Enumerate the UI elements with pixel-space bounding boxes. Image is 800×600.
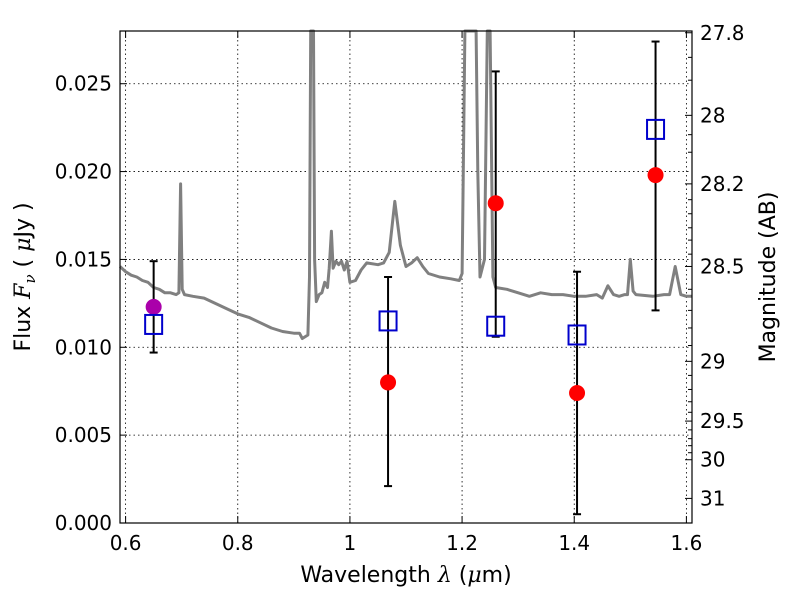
x-axis-ticks: 0.6 0.8 1 1.2 1.4 1.6: [110, 31, 702, 555]
model-point: [144, 313, 164, 335]
y-tick-label: 0.000: [55, 511, 112, 535]
model-point: [646, 118, 666, 140]
y-axis-label-subscript: ν: [21, 274, 39, 283]
y-tick-label: 0.020: [55, 160, 112, 184]
x-axis-label: Wavelength λ (μm): [300, 563, 511, 588]
x-tick-label: 0.8: [222, 531, 254, 555]
observed-points: [145, 167, 664, 401]
model-point: [378, 310, 398, 332]
y2-tick-label: 28: [700, 103, 725, 127]
x-tick-label: 1.4: [558, 531, 590, 555]
observed-point: [380, 374, 397, 391]
model-point: [486, 315, 506, 337]
x-axis-label-units: (: [452, 563, 468, 588]
model-spectrum-line: [118, 29, 692, 340]
y-axis-label-units: (: [11, 252, 36, 275]
observed-point: [487, 195, 504, 212]
y-axis-label-symbol: F: [11, 283, 36, 300]
model-point: [567, 324, 587, 346]
y2-tick-label: 28.2: [700, 172, 745, 196]
plot-background: [120, 31, 692, 523]
y-axis-label-unit-tail: Jy ): [11, 202, 36, 239]
y2-tick-label: 27.8: [700, 21, 745, 45]
observed-point: [145, 298, 162, 315]
y2-tick-label: 29.5: [700, 409, 745, 433]
x-tick-label: 1.2: [446, 531, 478, 555]
y-tick-label: 0.015: [55, 247, 112, 271]
secondary-y-axis-ticks: 27.8 28 28.2 28.5 29 29.5 30 31: [685, 21, 745, 510]
y2-tick-label: 29: [700, 349, 725, 373]
x-tick-label: 1.6: [670, 531, 702, 555]
grid-lines: [120, 31, 692, 523]
x-tick-label: 0.6: [110, 531, 142, 555]
observed-point: [647, 167, 664, 184]
y-tick-label: 0.010: [55, 335, 112, 359]
x-axis-label-mu: μ: [467, 563, 481, 588]
model-points: [144, 118, 666, 346]
x-axis-label-symbol: λ: [437, 563, 452, 588]
x-axis-label-unit-tail: m): [482, 563, 512, 588]
secondary-y-axis-label: Magnitude (AB): [756, 192, 781, 363]
y-axis-ticks: 0.000 0.005 0.010 0.015 0.020 0.025: [55, 72, 127, 535]
x-axis-label-prefix: Wavelength: [300, 563, 438, 588]
x-tick-label: 1: [344, 531, 357, 555]
model-spectrum-layer: [118, 29, 692, 340]
plot-frame: [119, 30, 693, 524]
y2-tick-label: 31: [700, 486, 725, 510]
y-tick-label: 0.025: [55, 72, 112, 96]
y2-tick-label: 30: [700, 448, 725, 472]
observed-point: [569, 384, 586, 401]
y2-tick-label: 28.5: [700, 254, 745, 278]
y-axis-label-prefix: Flux: [11, 299, 36, 352]
y-axis-label-mu: μ: [11, 238, 36, 252]
y-axis-label: Flux Fν ( μJy ): [11, 202, 39, 351]
y-tick-label: 0.005: [55, 423, 112, 447]
